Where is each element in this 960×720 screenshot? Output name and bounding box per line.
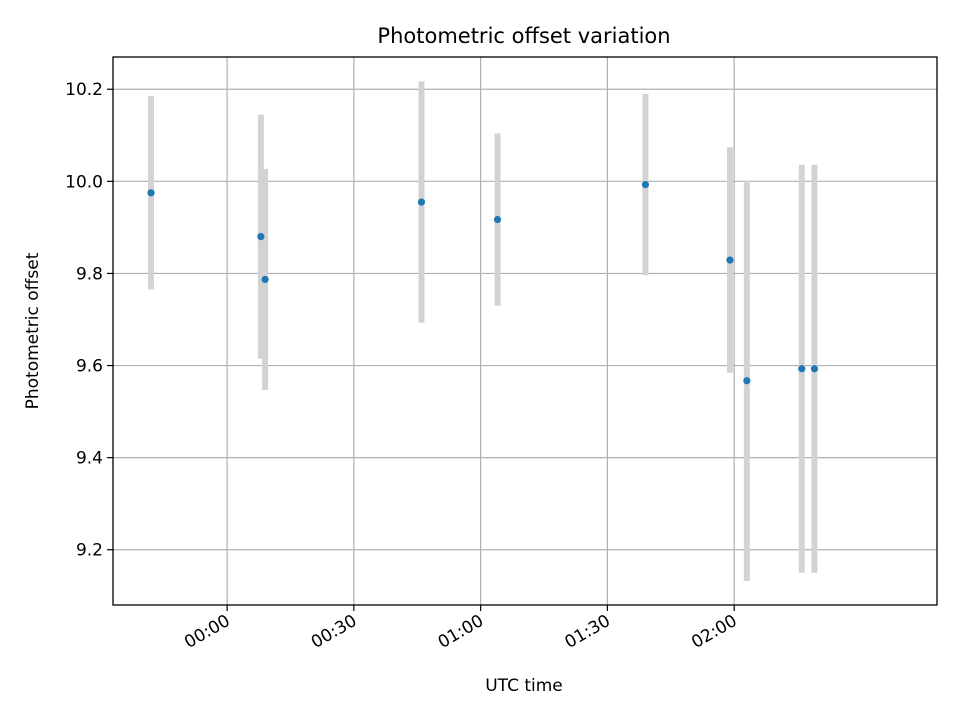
data-point [147,189,155,197]
x-tick-label: 00:00 [181,611,233,653]
data-point [641,180,650,189]
x-tick-label: 01:00 [435,611,487,653]
x-tick-label: 02:00 [688,611,740,653]
x-tick-label: 01:30 [561,611,613,653]
y-tick-label: 9.4 [76,449,103,469]
y-tick-label: 9.8 [76,264,103,284]
error-bars [148,81,818,582]
x-ticks: 00:00 00:30 01:00 01:30 02:00 [181,605,741,653]
y-ticks: 9.2 9.4 9.6 9.8 10.0 10.2 [65,80,113,561]
y-tick-label: 10.0 [65,172,103,192]
y-tick-label: 9.2 [76,541,103,561]
chart-title: Photometric offset variation [377,24,670,48]
data-point [493,215,502,224]
y-tick-label: 10.2 [65,80,103,100]
y-tick-label: 9.6 [76,357,103,377]
plot-frame [112,56,938,606]
data-point [417,198,426,206]
y-axis-label: Photometric offset [23,252,43,409]
data-point [743,377,751,385]
data-point [726,256,734,264]
x-axis-label: UTC time [485,676,563,696]
x-tick-label: 00:30 [308,611,360,653]
data-point [798,365,806,373]
data-point [810,365,819,373]
data-point [261,275,269,284]
data-point [257,232,265,241]
data-points [147,180,819,385]
